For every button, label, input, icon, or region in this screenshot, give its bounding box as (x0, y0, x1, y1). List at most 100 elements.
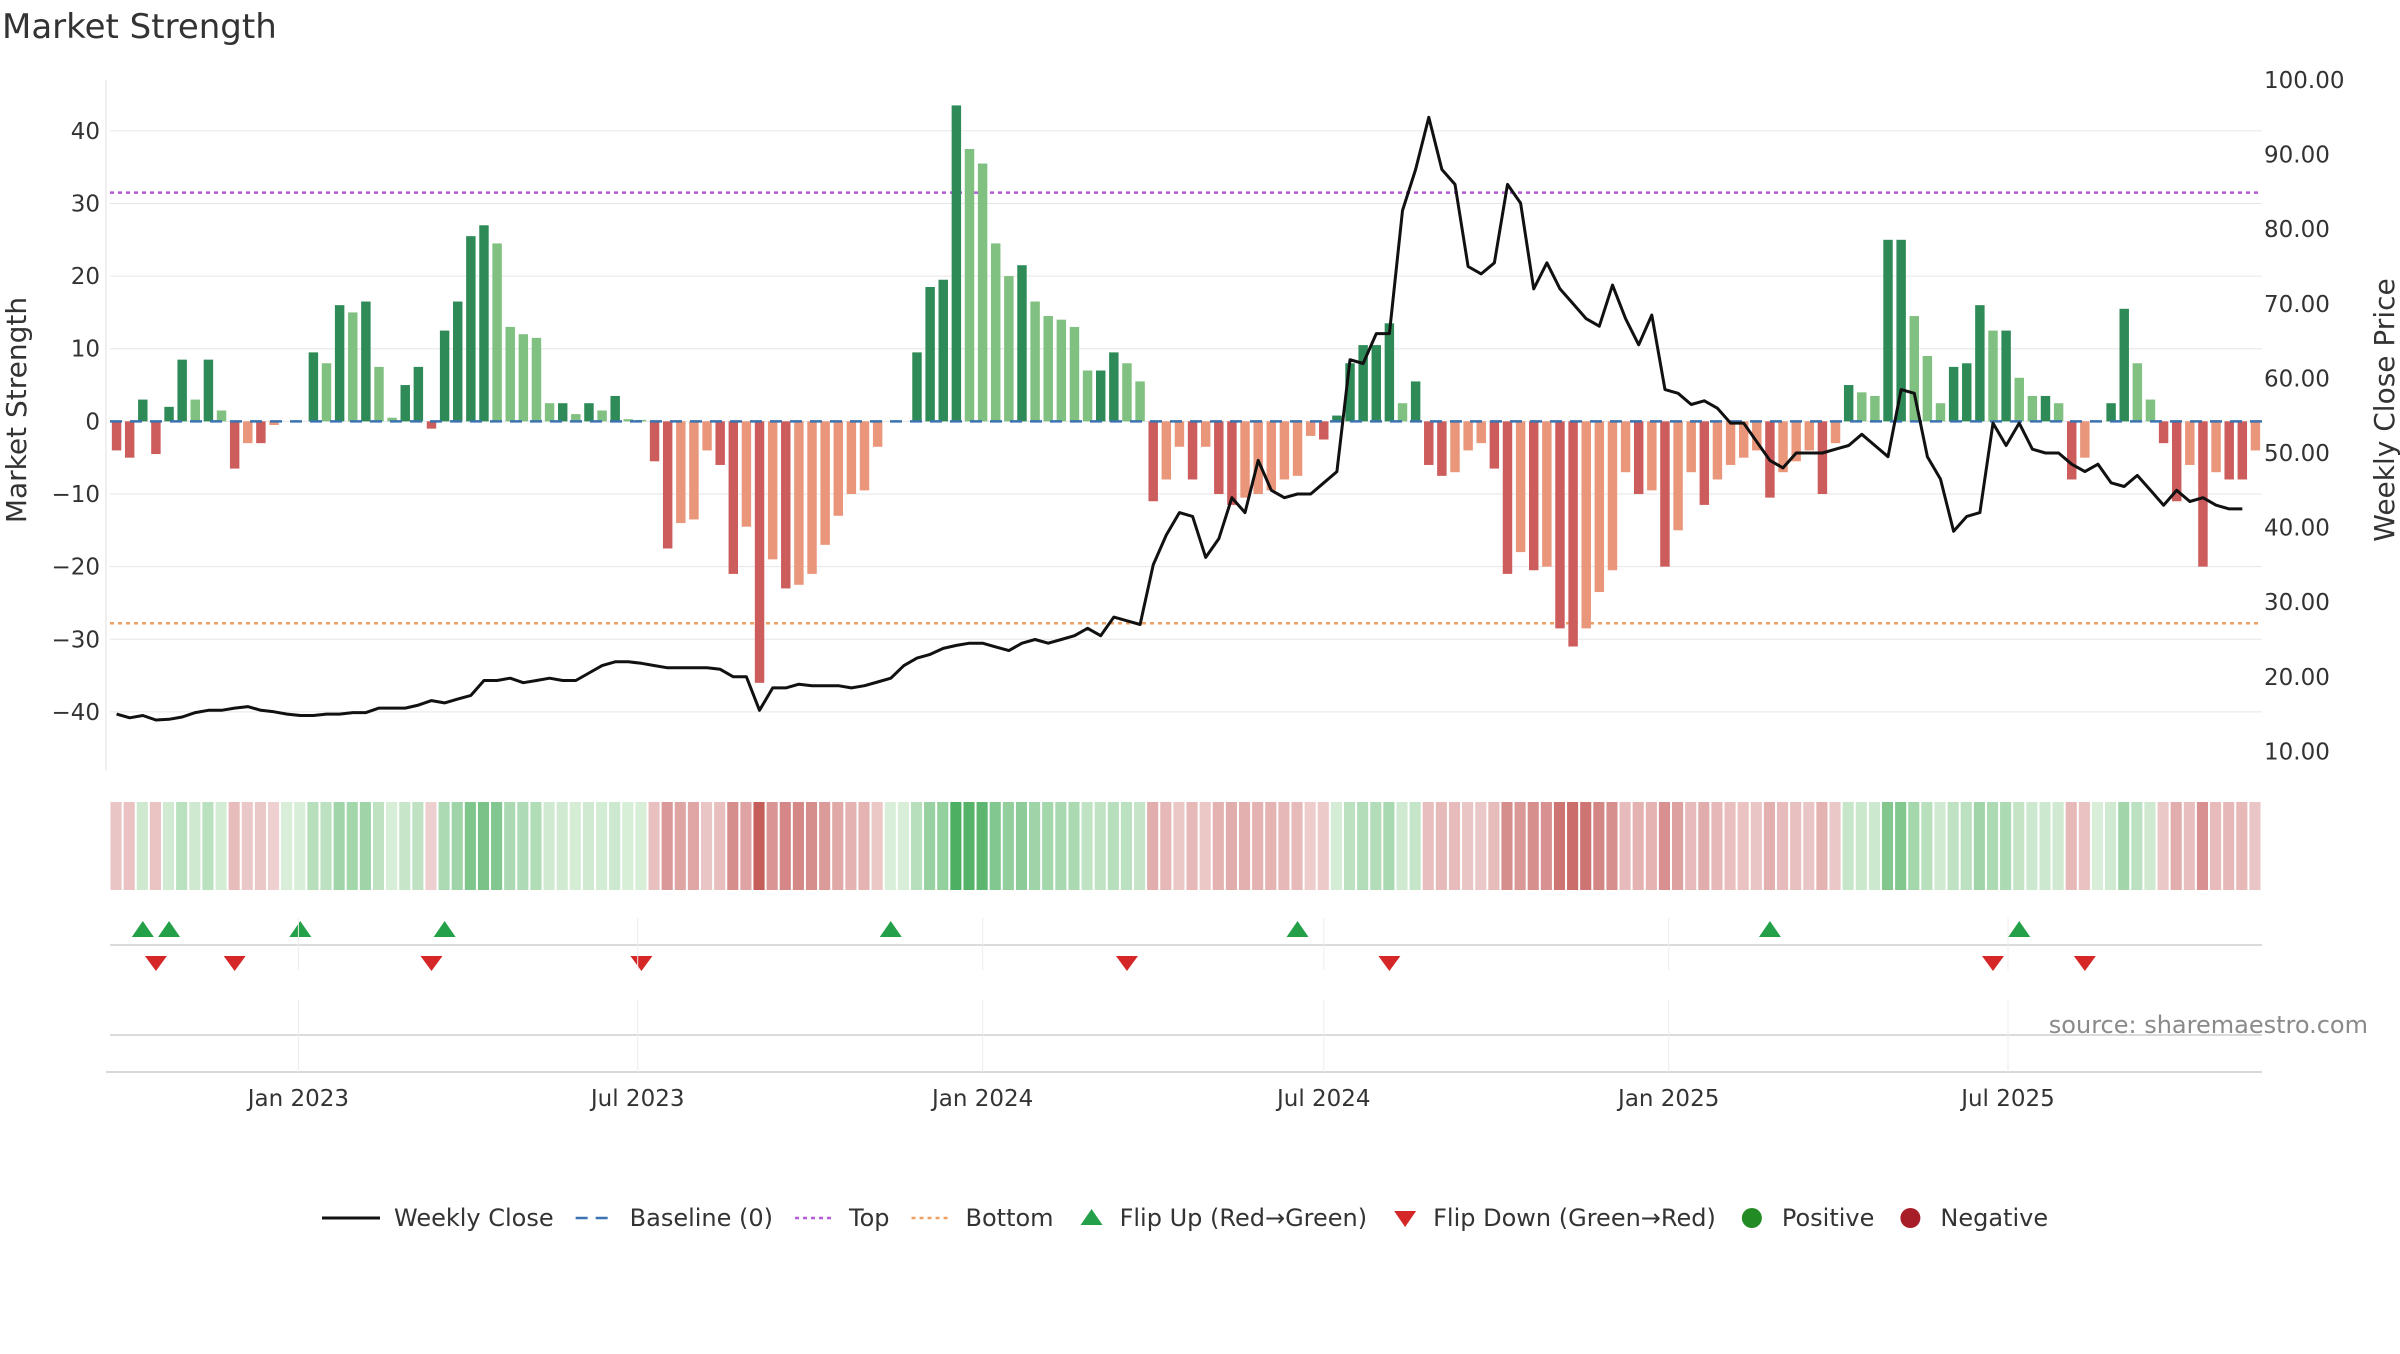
strength-bar (1686, 421, 1696, 473)
heat-cell (1212, 802, 1224, 890)
heat-cell (976, 802, 988, 890)
flip-down-marker (223, 956, 246, 971)
strength-bar (1253, 421, 1263, 494)
strength-bar (557, 403, 568, 422)
right-tick-label: 40.00 (2264, 516, 2330, 542)
heat-cell (1409, 802, 1421, 890)
strength-bar (138, 399, 148, 422)
heat-cell (241, 802, 253, 890)
heat-cell (700, 802, 713, 890)
left-tick-label: 30 (71, 191, 100, 217)
heat-cell (1147, 802, 1159, 890)
heat-cell (2026, 802, 2038, 890)
heat-cell (189, 802, 201, 890)
flip-down-marker (1115, 956, 1138, 971)
strength-bar (1030, 301, 1040, 422)
heat-cell (346, 802, 358, 890)
strength-bar (229, 421, 240, 469)
heat-cell (1842, 802, 1854, 890)
strength-bar (977, 163, 988, 422)
flip-down-marker (2073, 956, 2096, 971)
heat-cell (110, 802, 122, 890)
strength-bar (111, 421, 122, 451)
heat-cell (1580, 802, 1592, 890)
strength-bar (544, 403, 555, 422)
strength-bar (518, 334, 529, 422)
heat-cell (1042, 802, 1054, 890)
heat-cell (320, 802, 332, 890)
left-tick-label: 20 (71, 264, 100, 290)
strength-bar (124, 421, 135, 458)
flip-down-marker (1982, 956, 2004, 971)
strength-bar (243, 421, 253, 444)
strength-bar (1397, 403, 1408, 422)
strength-bar (492, 243, 502, 422)
strength-bar (1017, 265, 1027, 422)
legend-item-negative: Negative (1900, 1204, 2048, 1232)
strength-bar (1791, 421, 1801, 462)
heat-cell (2091, 802, 2104, 890)
heat-cell (1029, 802, 1041, 890)
chart-legend: Weekly Close Baseline (0) Top Bottom Flip Up… (322, 1204, 2048, 1232)
heat-cell (1685, 802, 1697, 890)
heat-cell (596, 802, 608, 890)
legend-label: Baseline (0) (630, 1204, 773, 1232)
strength-bar (964, 149, 975, 422)
heat-cell (1895, 802, 1907, 890)
heat-cell (1435, 802, 1447, 890)
strength-bar (1515, 421, 1526, 553)
legend-triangle-up-icon (1080, 1209, 1103, 1225)
heat-cell (1973, 802, 1985, 890)
heat-cell (1448, 802, 1461, 890)
heat-cell (1107, 802, 1119, 890)
strength-bar (2250, 421, 2261, 451)
heat-cell (412, 802, 424, 890)
strength-bar (2185, 421, 2195, 465)
heat-cell (609, 802, 621, 890)
strength-bar (1463, 421, 1473, 451)
heat-cell (2183, 802, 2195, 890)
heat-cell (202, 802, 214, 890)
heat-cell (792, 802, 804, 890)
heat-cell (1527, 802, 1539, 890)
heat-cell (477, 802, 490, 890)
strength-bar (1109, 352, 1119, 422)
heat-cell (1068, 802, 1080, 890)
heat-cell (1396, 802, 1408, 890)
heat-cell (123, 802, 135, 890)
legend-item-top: Top (795, 1204, 890, 1232)
strength-bar (1568, 421, 1578, 647)
heat-cell (543, 802, 555, 890)
heat-cell (1343, 802, 1356, 890)
strength-bar (1358, 345, 1368, 422)
strength-bar (2001, 330, 2011, 422)
strength-bar (2119, 308, 2129, 422)
legend-label: Top (848, 1204, 890, 1232)
strength-bar (308, 352, 319, 422)
strength-bar (216, 410, 227, 422)
strength-bar (1620, 421, 1631, 473)
strength-bar (151, 421, 161, 455)
strength-bar (820, 421, 830, 545)
heat-cell (1134, 802, 1146, 890)
time-axis-panel (106, 1034, 2262, 1073)
heat-cell (1514, 802, 1526, 890)
heat-cell (1763, 802, 1775, 890)
heat-cell (2157, 802, 2169, 890)
strength-bar (833, 421, 843, 516)
weekly-close-line (116, 115, 2243, 722)
heat-cell (740, 802, 752, 890)
heat-cell (491, 802, 503, 890)
strength-bar (676, 421, 686, 524)
left-tick-label: 40 (71, 119, 100, 145)
strength-bar (2145, 399, 2156, 422)
strength-bar (426, 421, 437, 429)
flip-up-marker (131, 921, 154, 937)
strength-bar (321, 363, 332, 422)
strength-bar (1752, 421, 1762, 451)
strength-bar (531, 337, 542, 422)
heat-cell (1593, 802, 1605, 890)
heat-cell (530, 802, 542, 890)
heat-cell (136, 802, 148, 890)
heat-cell (1317, 802, 1329, 890)
